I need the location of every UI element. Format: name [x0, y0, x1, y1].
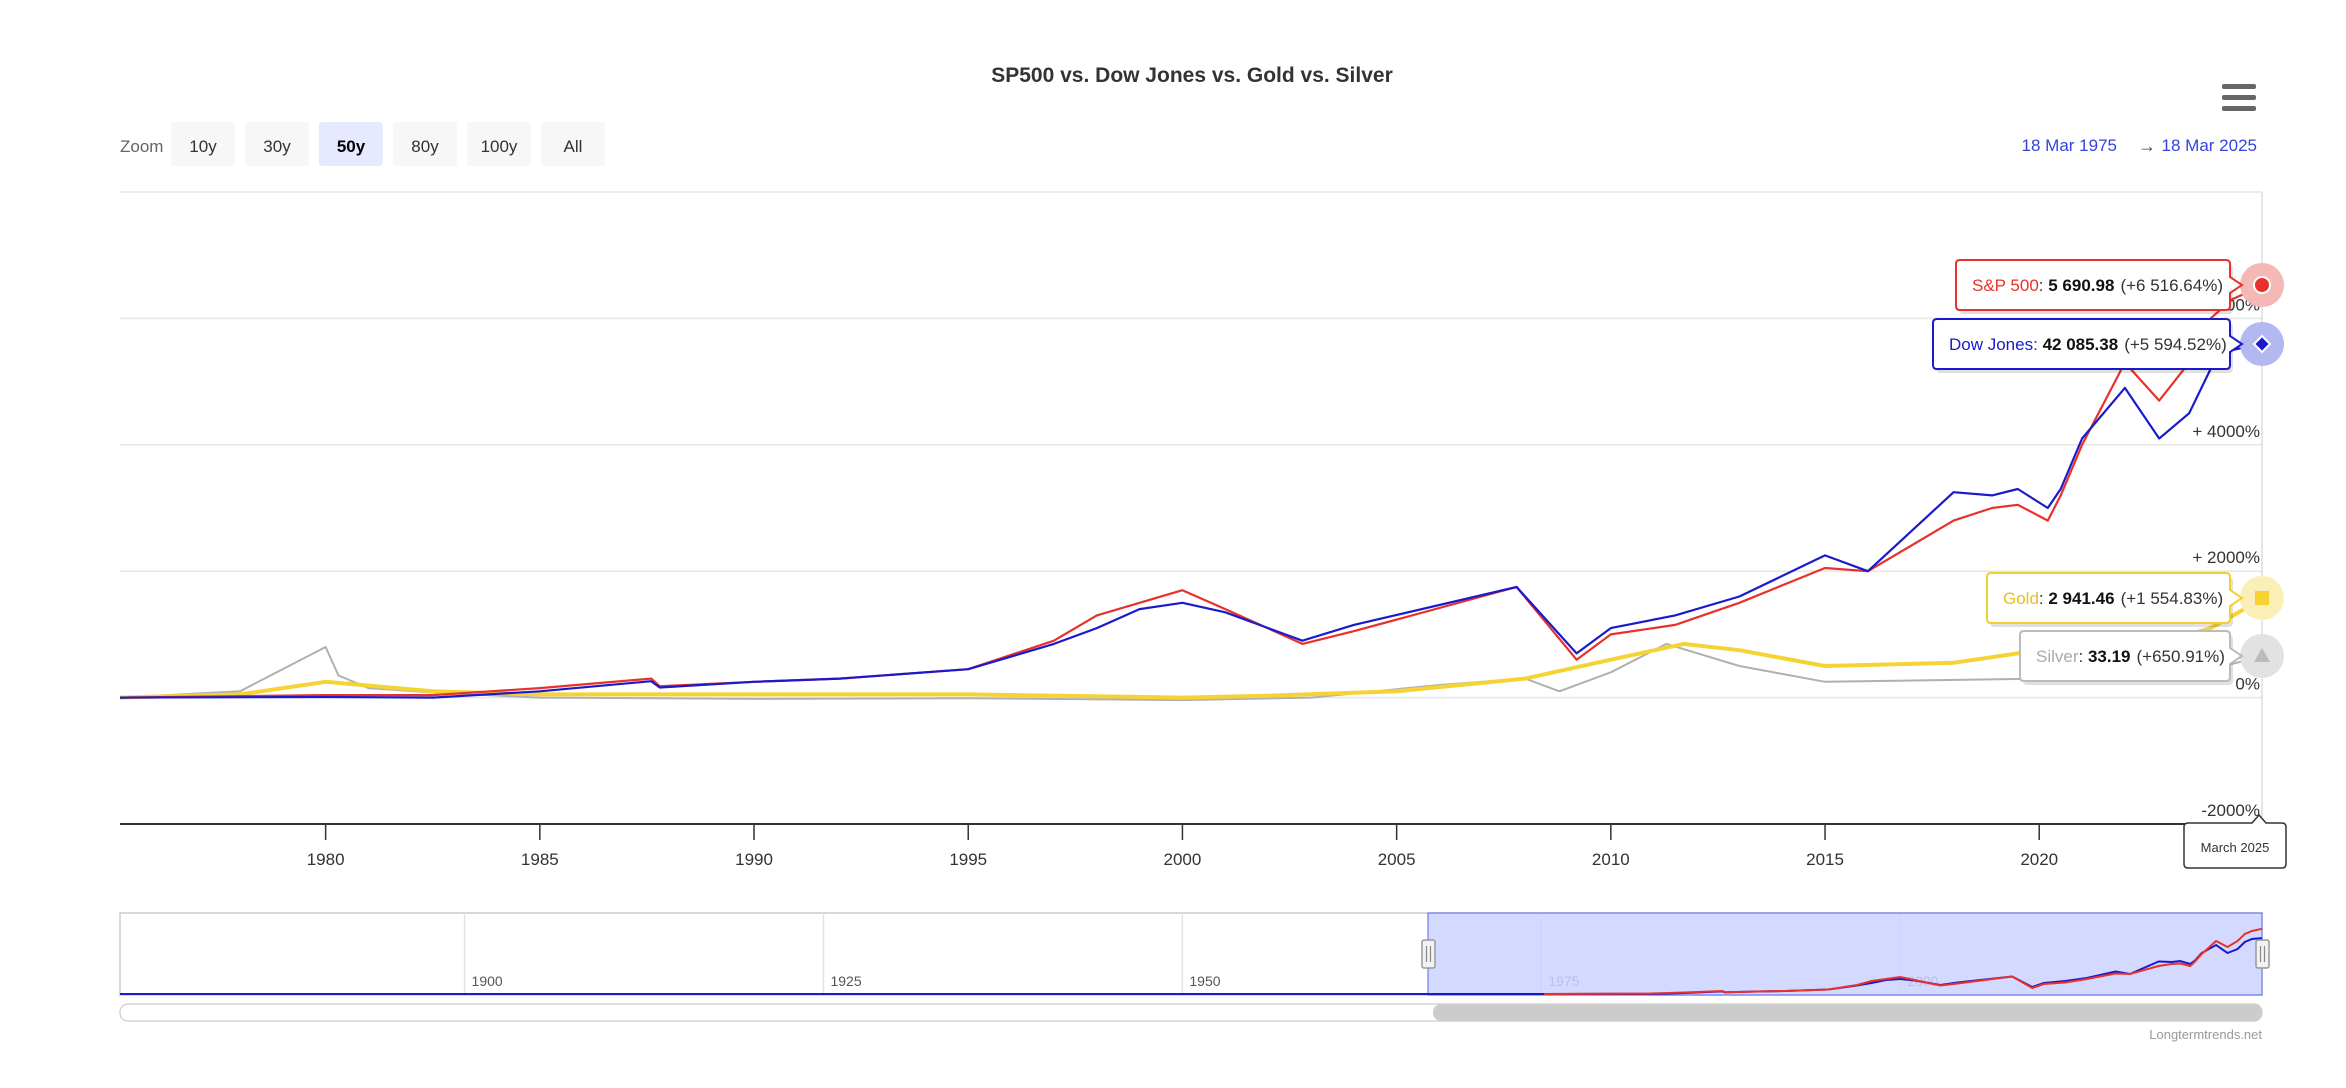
tooltip-dow: Dow Jones: 42 085.38 (+5 594.52%) — [1932, 318, 2244, 373]
x-tick-label: 2020 — [2020, 850, 2058, 869]
tooltip-sp500: S&P 500: 5 690.98 (+6 516.64%) — [1955, 259, 2244, 314]
navigator-line-sp500 — [1544, 927, 2263, 995]
range-to-date[interactable]: 18 Mar 2025 — [2162, 136, 2257, 155]
tooltip-change: (+5 594.52%) — [2124, 335, 2227, 354]
series-marker-silver — [2254, 648, 2270, 662]
svg-text:Gold: 2 941.46(+1 554.83%): Gold: 2 941.46 (+1 554.83%) — [2003, 589, 2223, 608]
x-tick-label: 1985 — [521, 850, 559, 869]
series-marker-sp500 — [2253, 276, 2271, 294]
navigator-handle-right[interactable] — [2255, 939, 2270, 969]
tooltip-series-name: Silver — [2036, 647, 2079, 666]
tooltips: Dow Jones: 42 085.38 (+5 594.52%)S&P 500:… — [1932, 259, 2244, 685]
zoom-button-all[interactable]: All — [541, 122, 605, 166]
x-tick-label: 1980 — [307, 850, 345, 869]
zoom-button-label: 80y — [411, 137, 439, 156]
tooltip-change: (+6 516.64%) — [2120, 276, 2223, 295]
chart-title: SP500 vs. Dow Jones vs. Gold vs. Silver — [991, 64, 1393, 87]
tooltip-value: 33.19 — [2088, 647, 2131, 666]
zoom-button-30y[interactable]: 30y — [245, 122, 309, 166]
x-tick-label: 2005 — [1378, 850, 1416, 869]
svg-text:Dow Jones: 42 085.38(+5 594.52: Dow Jones: 42 085.38 (+5 594.52%) — [1949, 335, 2227, 354]
navigator-tick-label: 1925 — [830, 973, 861, 989]
zoom-button-100y[interactable]: 100y — [467, 122, 531, 166]
zoom-button-label: 50y — [337, 137, 366, 156]
series-marker-dow — [2252, 334, 2272, 354]
series-line-gold — [119, 597, 2263, 700]
crosshair-date-text: March 2025 — [2201, 840, 2270, 855]
grid-lines — [120, 191, 2262, 699]
zoom-button-10y[interactable]: 10y — [171, 122, 235, 166]
y-axis: -2000%0%+ 2000%+ 4000%+ 6000% — [2192, 295, 2260, 820]
y-tick-label: + 2000% — [2192, 548, 2260, 567]
x-tick-label: 2000 — [1164, 850, 1202, 869]
zoom-button-label: 30y — [263, 137, 291, 156]
series-markers — [2240, 263, 2284, 678]
navigator-selection[interactable] — [1427, 912, 2263, 996]
zoom-button-80y[interactable]: 80y — [393, 122, 457, 166]
tooltip-change: (+1 554.83%) — [2121, 589, 2224, 608]
zoom-button-label: All — [564, 137, 583, 156]
svg-text:Silver: 33.19(+650.91%): Silver: 33.19 (+650.91%) — [2036, 647, 2225, 666]
navigator-handle-left[interactable] — [1421, 939, 1436, 969]
tooltip-series-name: Gold — [2003, 589, 2039, 608]
tooltip-change: (+650.91%) — [2137, 647, 2225, 666]
zoom-button-label: 10y — [189, 137, 217, 156]
range-from-date[interactable]: 18 Mar 1975 — [2022, 136, 2117, 155]
tooltip-value: 42 085.38 — [2043, 335, 2119, 354]
hamburger-menu-icon[interactable] — [2222, 84, 2256, 111]
tooltip-gold: Gold: 2 941.46 (+1 554.83%) — [1986, 572, 2244, 627]
range-arrow: → — [2138, 136, 2156, 156]
tooltip-series-name: Dow Jones — [1949, 335, 2033, 354]
scrollbar-thumb[interactable] — [1433, 1004, 2262, 1021]
series-marker-gold — [2255, 591, 2269, 605]
x-tick-label: 2015 — [1806, 850, 1844, 869]
tooltip-value: 2 941.46 — [2048, 589, 2114, 608]
tooltip-value: 5 690.98 — [2048, 276, 2114, 295]
y-tick-label: 0% — [2235, 675, 2260, 694]
zoom-button-label: 100y — [481, 137, 518, 156]
y-tick-label: -2000% — [2201, 801, 2260, 820]
y-tick-label: + 4000% — [2192, 422, 2260, 441]
x-axis: 1980198519901995200020052010201520202025 — [307, 824, 2272, 869]
navigator-tick-label: 1900 — [472, 973, 503, 989]
x-tick-label: 1990 — [735, 850, 773, 869]
navigator: 19001925195019752000 — [119, 912, 2270, 996]
zoom-label: Zoom — [120, 137, 163, 156]
series-line-dow — [119, 342, 2263, 699]
x-tick-label: 2010 — [1592, 850, 1630, 869]
zoom-button-50y[interactable]: 50y — [319, 122, 383, 166]
x-tick-label: 1995 — [949, 850, 987, 869]
svg-text:S&P 500: 5 690.98(+6 516.64%): S&P 500: 5 690.98 (+6 516.64%) — [1972, 276, 2223, 295]
navigator-tick-label: 1950 — [1189, 973, 1220, 989]
zoom-buttons: 10y 30y 50y 80y 100y All — [171, 122, 605, 166]
credits-link[interactable]: Longtermtrends.net — [2149, 1027, 2262, 1042]
crosshair-date-label: March 2025 — [2183, 813, 2287, 869]
tooltip-series-name: S&P 500 — [1972, 276, 2039, 295]
tooltip-silver: Silver: 33.19 (+650.91%) — [2019, 630, 2244, 685]
